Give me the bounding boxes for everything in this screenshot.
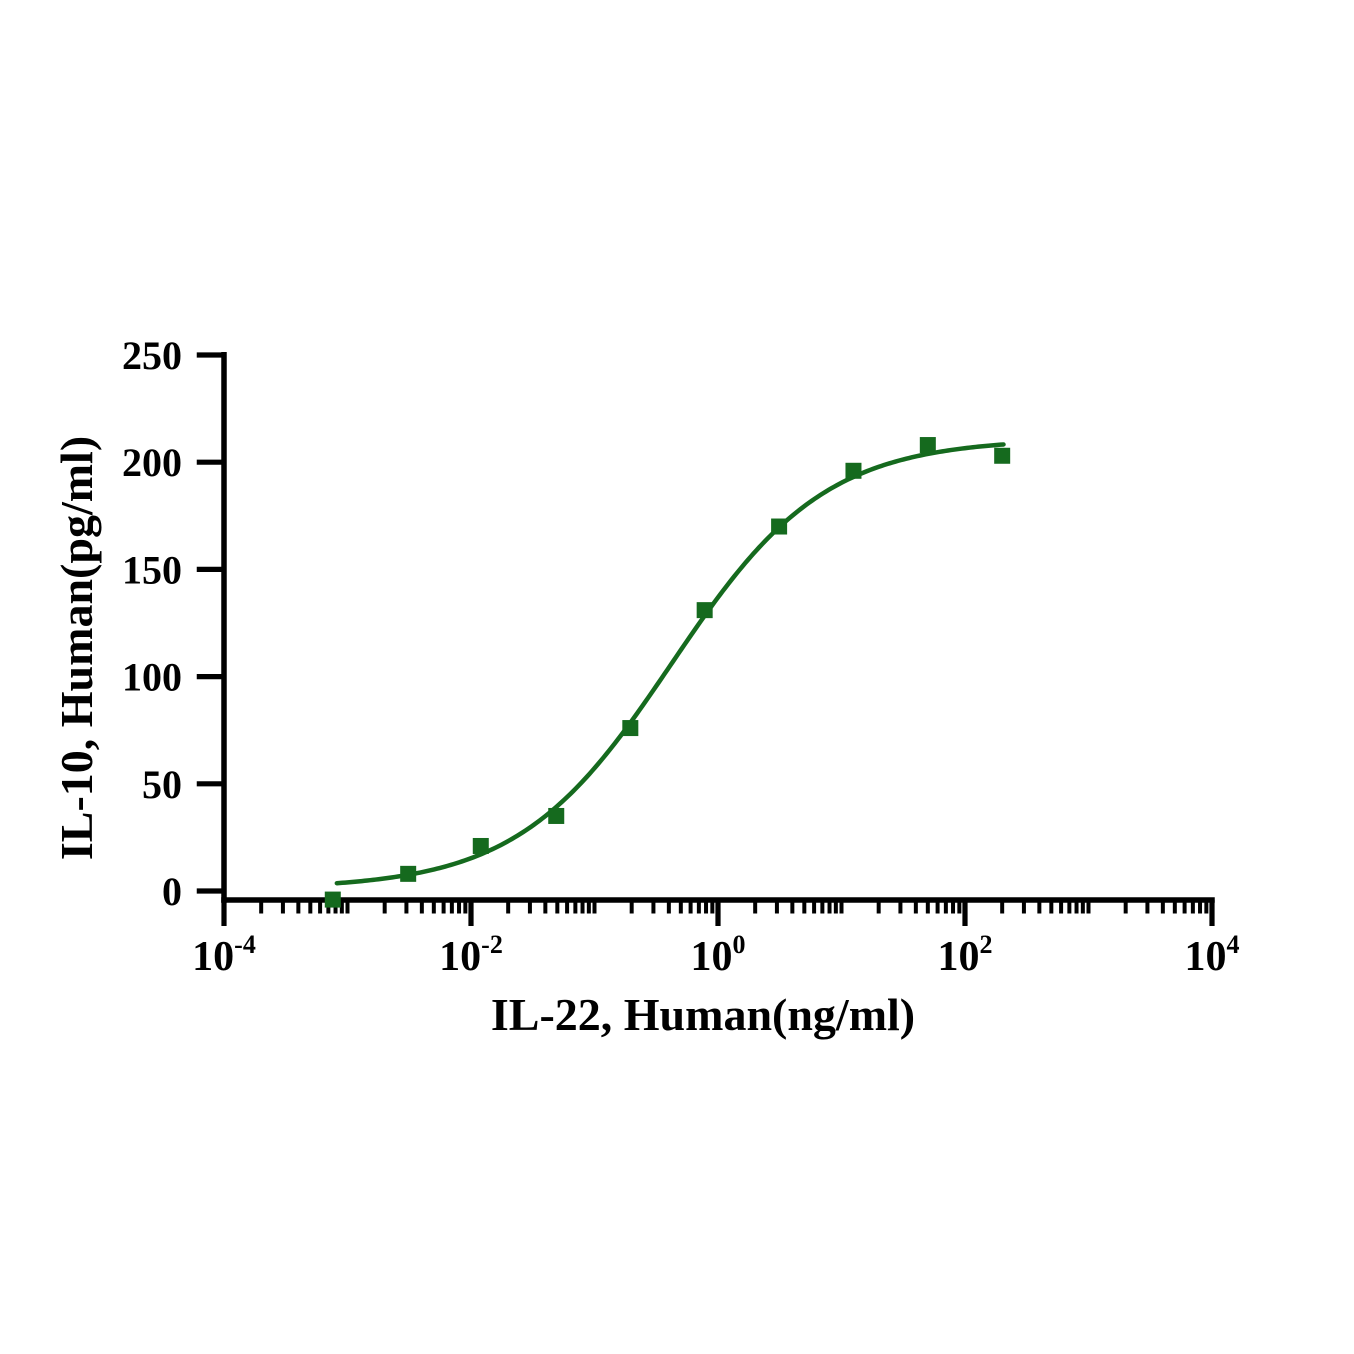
data-point-marker — [324, 891, 341, 908]
y-tick-label: 200 — [122, 440, 182, 485]
data-point-marker — [919, 437, 936, 454]
x-tick-label: 104 — [1185, 930, 1240, 980]
data-point-marker — [845, 462, 862, 479]
x-tick-label: 102 — [938, 930, 993, 980]
x-axis-title: IL-22, Human(ng/ml) — [491, 989, 915, 1040]
data-point-marker — [400, 865, 417, 882]
y-tick-label: 150 — [122, 547, 182, 592]
y-tick-label: 100 — [122, 655, 182, 700]
y-tick-label: 0 — [162, 869, 182, 914]
x-tick-label: 10-2 — [439, 930, 503, 980]
fit-curve — [334, 442, 1006, 886]
y-tick-label: 50 — [142, 762, 182, 807]
y-tick-label: 250 — [122, 333, 182, 378]
data-point-marker — [771, 518, 788, 535]
data-point-marker — [994, 447, 1011, 464]
data-point-marker — [696, 602, 713, 619]
data-point-marker — [472, 837, 489, 854]
x-tick-label: 10-4 — [192, 930, 256, 980]
x-tick-label: 100 — [691, 930, 746, 980]
data-point-marker — [622, 720, 639, 737]
plot-generated-layer: 10-4 10-2 100 102 104 0 50 100 150 200 250 — [122, 333, 1240, 980]
y-axis-title: IL-10, Human(pg/ml) — [51, 436, 102, 860]
data-point-marker — [548, 807, 565, 824]
